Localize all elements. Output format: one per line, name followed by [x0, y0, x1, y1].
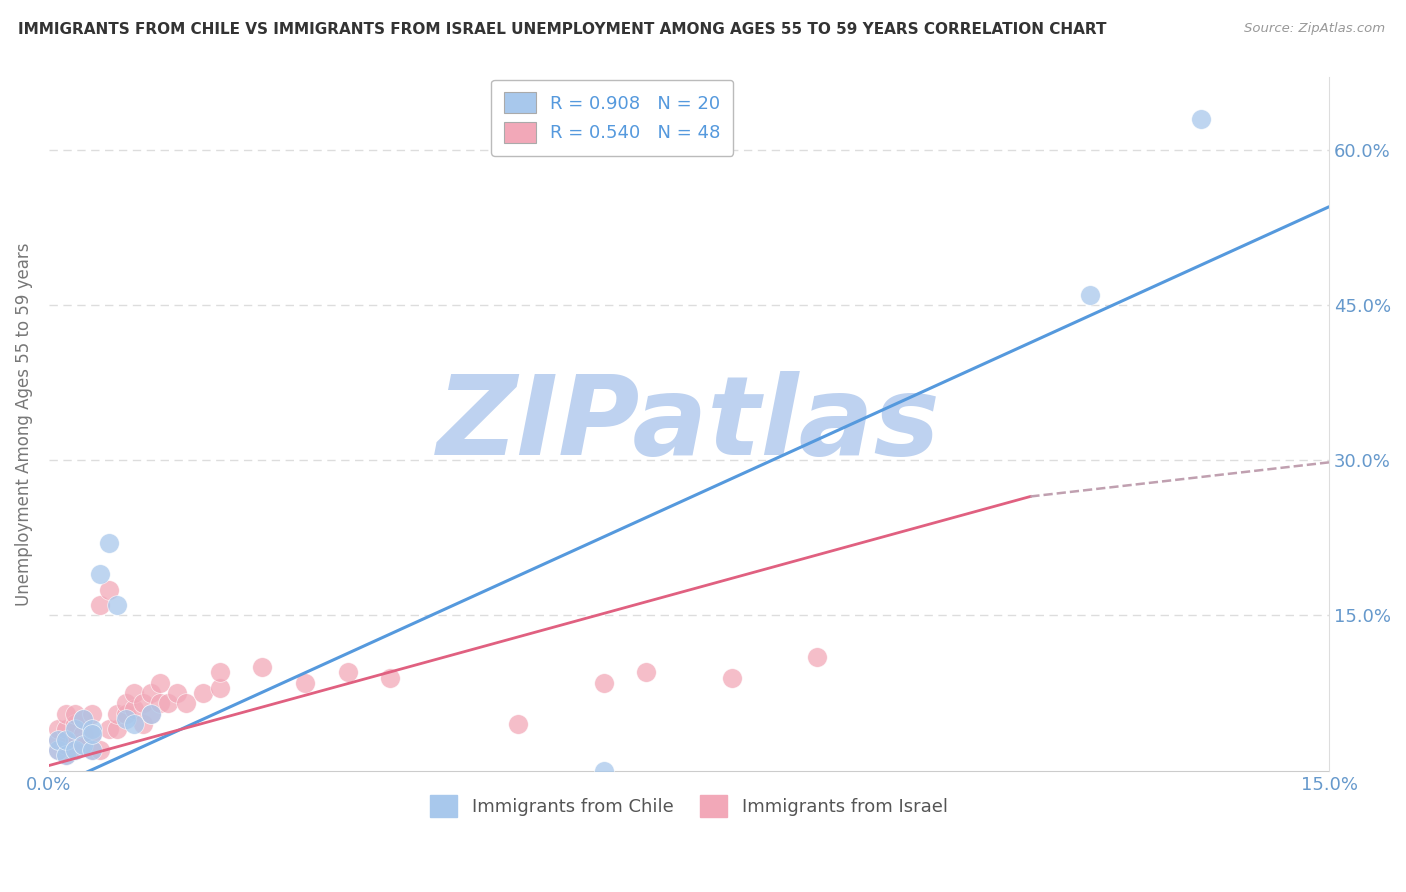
Point [63, 717, 86, 731]
Point [141, 706, 163, 721]
Point [157, 697, 180, 711]
Point [55, 723, 77, 737]
Point [72, 738, 94, 752]
Point [46, 732, 69, 747]
Point [72, 738, 94, 752]
Point [149, 697, 172, 711]
Point [132, 717, 155, 731]
Point [208, 681, 231, 695]
Point [46, 743, 69, 757]
Text: Source: ZipAtlas.com: Source: ZipAtlas.com [1244, 22, 1385, 36]
Point [592, 764, 614, 778]
Point [806, 649, 828, 664]
Point [208, 665, 231, 680]
Point [55, 732, 77, 747]
Point [1078, 287, 1101, 301]
Point [720, 671, 742, 685]
Point [55, 706, 77, 721]
Point [1189, 112, 1212, 126]
Point [46, 732, 69, 747]
Legend: Immigrants from Chile, Immigrants from Israel: Immigrants from Chile, Immigrants from I… [423, 788, 955, 824]
Point [174, 697, 197, 711]
Point [124, 686, 146, 700]
Point [80, 743, 103, 757]
Point [105, 598, 128, 612]
Point [97, 723, 120, 737]
Point [89, 743, 111, 757]
Point [63, 723, 86, 737]
Text: ZIPatlas: ZIPatlas [437, 370, 941, 477]
Point [72, 712, 94, 726]
Point [80, 706, 103, 721]
Point [89, 567, 111, 582]
Point [80, 727, 103, 741]
Point [114, 712, 136, 726]
Point [508, 717, 530, 731]
Point [149, 675, 172, 690]
Point [97, 582, 120, 597]
Point [336, 665, 359, 680]
Point [55, 748, 77, 763]
Point [55, 738, 77, 752]
Point [132, 697, 155, 711]
Point [80, 723, 103, 737]
Point [380, 671, 402, 685]
Point [46, 743, 69, 757]
Point [89, 598, 111, 612]
Point [141, 706, 163, 721]
Point [252, 660, 274, 674]
Point [592, 675, 614, 690]
Point [636, 665, 658, 680]
Point [80, 743, 103, 757]
Y-axis label: Unemployment Among Ages 55 to 59 years: Unemployment Among Ages 55 to 59 years [15, 243, 32, 606]
Point [114, 697, 136, 711]
Point [80, 727, 103, 741]
Point [105, 706, 128, 721]
Point [191, 686, 214, 700]
Point [124, 717, 146, 731]
Text: IMMIGRANTS FROM CHILE VS IMMIGRANTS FROM ISRAEL UNEMPLOYMENT AMONG AGES 55 TO 59: IMMIGRANTS FROM CHILE VS IMMIGRANTS FROM… [18, 22, 1107, 37]
Point [63, 732, 86, 747]
Point [72, 727, 94, 741]
Point [55, 748, 77, 763]
Point [46, 723, 69, 737]
Point [72, 712, 94, 726]
Point [97, 536, 120, 550]
Point [63, 743, 86, 757]
Point [105, 723, 128, 737]
Point [141, 686, 163, 700]
Point [63, 706, 86, 721]
Point [166, 686, 188, 700]
Point [114, 706, 136, 721]
Point [124, 701, 146, 715]
Point [63, 743, 86, 757]
Point [294, 675, 316, 690]
